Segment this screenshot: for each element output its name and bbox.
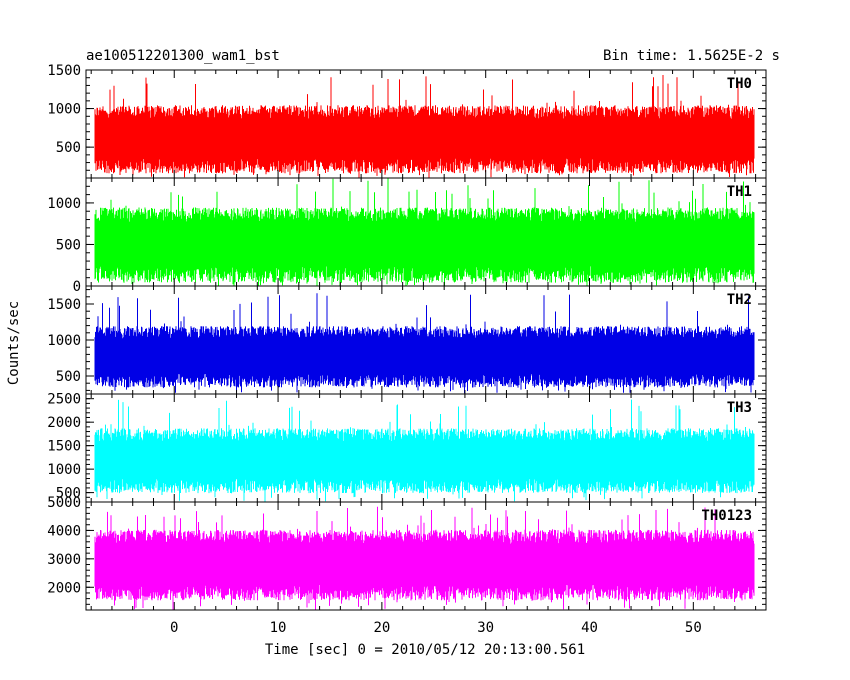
th2-ytick-label: 1000	[47, 333, 81, 349]
th3-ytick-label: 500	[56, 486, 81, 502]
th1-trace	[94, 178, 755, 286]
th0123-ytick-label: 5000	[47, 495, 81, 511]
xtick-label: 0	[170, 620, 178, 636]
th0123-panel-label: TH0123	[701, 508, 752, 524]
x-axis-label: Time [sec] 0 = 2010/05/12 20:13:00.561	[265, 642, 585, 658]
th0-ytick-label: 1500	[47, 63, 81, 79]
xtick-label: 50	[685, 620, 702, 636]
xtick-label: 40	[581, 620, 598, 636]
th0-trace	[94, 75, 755, 178]
th0123-trace	[94, 506, 755, 610]
th3-trace	[94, 399, 755, 502]
th3-ytick-label: 1000	[47, 462, 81, 478]
bin-time-label: Bin time: 1.5625E-2 s	[603, 48, 780, 64]
xtick-label: 10	[270, 620, 287, 636]
th3-panel-label: TH3	[727, 400, 752, 416]
th0123-ytick-label: 2000	[47, 580, 81, 596]
th2-panel-label: TH2	[727, 292, 752, 308]
th1-ytick-label: 0	[73, 279, 81, 295]
th2-series	[94, 293, 755, 394]
th0-ytick-label: 1000	[47, 102, 81, 118]
xtick-label: 20	[373, 620, 390, 636]
th1-series	[94, 178, 755, 286]
th3-series	[94, 399, 755, 502]
th2-ytick-label: 1500	[47, 297, 81, 313]
th1-panel-label: TH1	[727, 184, 752, 200]
th0-series	[94, 75, 755, 178]
chart-title: ae100512201300_wam1_bst	[86, 48, 280, 64]
th2-ytick-label: 500	[56, 369, 81, 385]
th0-panel-label: TH0	[727, 76, 752, 92]
th2-trace	[94, 293, 755, 394]
th1-ytick-label: 500	[56, 237, 81, 253]
th3-ytick-label: 2000	[47, 415, 81, 431]
th0123-ytick-label: 3000	[47, 552, 81, 568]
th0123-ytick-label: 4000	[47, 523, 81, 539]
th0-ytick-label: 500	[56, 140, 81, 156]
th3-ytick-label: 2500	[47, 392, 81, 408]
th3-ytick-label: 1500	[47, 439, 81, 455]
xtick-label: 30	[477, 620, 494, 636]
th1-ytick-label: 1000	[47, 196, 81, 212]
y-axis-label: Counts/sec	[6, 301, 22, 385]
th0123-series	[94, 506, 755, 610]
th0123-panel-frame	[85, 501, 767, 611]
